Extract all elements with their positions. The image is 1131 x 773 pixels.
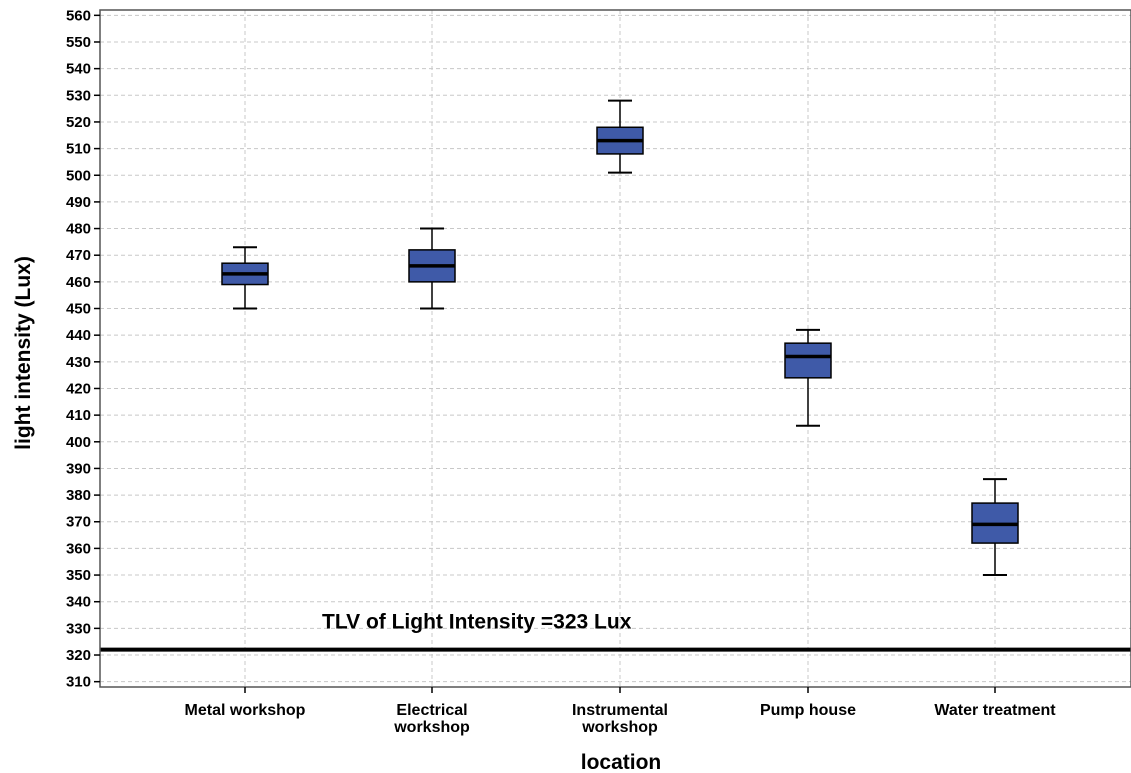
reference-layer: TLV of Light Intensity =323 Lux [100, 611, 1131, 652]
x-category-label: workshop [393, 719, 470, 736]
y-tick-label: 400 [66, 434, 91, 451]
y-tick-label: 460 [66, 274, 91, 291]
y-tick-label: 310 [66, 674, 91, 691]
y-tick-label: 360 [66, 540, 91, 557]
x-category-label: Pump house [760, 702, 856, 719]
y-tick-label: 410 [66, 407, 91, 424]
y-tick-label: 540 [66, 61, 91, 78]
y-tick-label: 550 [66, 34, 91, 51]
iqr-box [784, 342, 832, 379]
x-category-label: Electrical [396, 702, 467, 719]
boxes-layer [221, 99, 1019, 577]
y-tick-label: 350 [66, 567, 91, 584]
x-category-label: Instrumental [572, 702, 668, 719]
y-tick-label: 450 [66, 301, 91, 318]
box-group [408, 227, 456, 310]
grid-layer [100, 10, 1131, 687]
box-group [971, 478, 1019, 577]
x-axis-title: location [581, 751, 662, 773]
y-tick-label: 420 [66, 380, 91, 397]
y-tick-label: 560 [66, 7, 91, 24]
x-category-label: Metal workshop [185, 702, 306, 719]
y-tick-label: 320 [66, 647, 91, 664]
box-group [784, 328, 832, 427]
x-category-label: Water treatment [934, 702, 1056, 719]
box-group [221, 246, 269, 310]
y-tick-label: 510 [66, 141, 91, 158]
y-tick-label: 470 [66, 247, 91, 264]
y-tick-label: 530 [66, 87, 91, 104]
y-axis-title: light intensity (Lux) [12, 256, 35, 450]
y-axis: 310 320 330 340 350 360 370 380 390 400 410 420 430 4… [66, 7, 100, 691]
y-tick-label: 380 [66, 487, 91, 504]
y-tick-label: 490 [66, 194, 91, 211]
y-tick-label: 440 [66, 327, 91, 344]
box-group [596, 99, 644, 174]
plot-frame [99, 9, 1131, 688]
x-category-label: workshop [581, 719, 658, 736]
y-tick-label: 520 [66, 114, 91, 131]
y-tick-label: 390 [66, 460, 91, 477]
y-tick-label: 500 [66, 167, 91, 184]
y-tick-label: 430 [66, 354, 91, 371]
tlv-reference-label: TLV of Light Intensity =323 Lux [322, 611, 632, 634]
x-axis: Metal workshop ElectricalworkshopInstrume… [185, 687, 1056, 736]
y-tick-label: 340 [66, 594, 91, 611]
y-tick-label: 480 [66, 221, 91, 238]
y-tick-label: 370 [66, 514, 91, 531]
y-tick-label: 330 [66, 620, 91, 637]
